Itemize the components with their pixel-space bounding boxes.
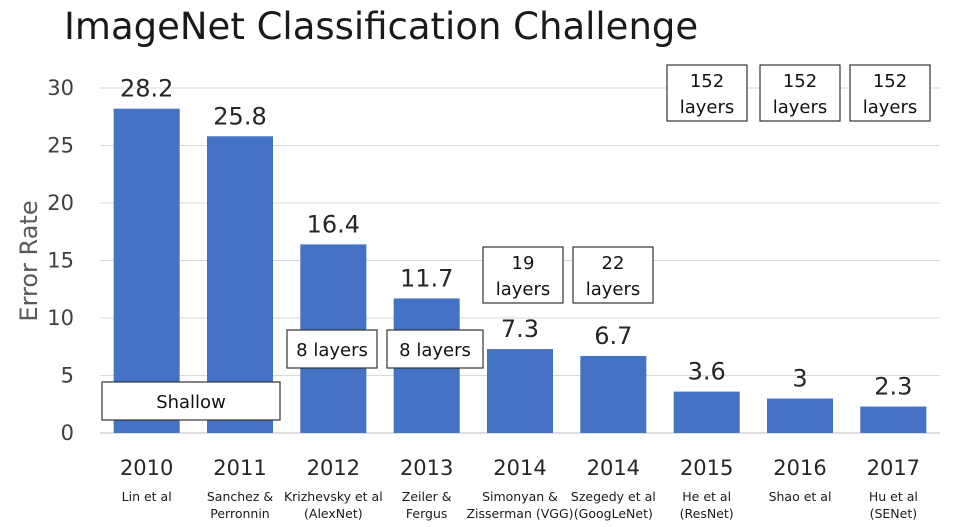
annotation-box: 8 layers: [286, 329, 378, 369]
chart-title: ImageNet Classification Challenge: [64, 5, 698, 48]
annotation-text: layers: [863, 97, 918, 118]
data-label: 7.3: [501, 315, 539, 343]
bar: [767, 398, 833, 433]
y-tick-label: 15: [47, 249, 74, 273]
data-label: 3: [792, 365, 807, 393]
data-label: 3.6: [688, 358, 726, 386]
x-tick-label: 2011: [213, 456, 266, 480]
x-tick-label: 2017: [867, 456, 920, 480]
annotation-text: layers: [680, 97, 735, 118]
annotation-frame: [482, 246, 564, 304]
x-sublabel: He et al: [682, 489, 731, 504]
x-tick-label: 2014: [587, 456, 640, 480]
annotation-frame: [849, 64, 931, 122]
annotation-frame: [386, 329, 484, 369]
value-labels: 28.2 25.8 16.4 11.7 7.3 6.7 3.6 3 2.3: [120, 75, 912, 401]
annotation-box: Shallow: [101, 381, 281, 421]
annotation-text: layers: [586, 279, 641, 300]
annotation-text: Shallow: [156, 392, 226, 413]
annotation-text: 19: [512, 253, 535, 274]
bar: [487, 349, 553, 433]
annotation-box: 19 layers: [482, 246, 564, 304]
data-label: 28.2: [120, 75, 173, 103]
x-tick-label: 2014: [493, 456, 546, 480]
annotation-text: layers: [496, 279, 551, 300]
annotation-box: 152 layers: [849, 64, 931, 122]
x-sublabel: Simonyan &: [482, 489, 558, 504]
x-tick-label: 2010: [120, 456, 173, 480]
x-axis-labels: 2010 Lin et al 2011 Sanchez & Perronnin 2012 K…: [120, 456, 920, 521]
x-sublabel: (ResNet): [680, 506, 734, 521]
y-axis-label: Error Rate: [15, 200, 43, 321]
x-sublabel: Zisserman (VGG): [466, 506, 573, 521]
x-tick-label: 2015: [680, 456, 733, 480]
x-sublabel: (AlexNet): [304, 506, 363, 521]
x-sublabel: Zeiler &: [402, 489, 452, 504]
x-sublabel: Szegedy et al: [571, 489, 656, 504]
annotation-text: layers: [773, 97, 828, 118]
annotation-frame: [101, 381, 281, 421]
x-sublabel: Shao et al: [769, 489, 832, 504]
x-sublabel: (GoogLeNet): [574, 506, 653, 521]
bar: [580, 355, 647, 433]
annotation-box: 152 layers: [666, 64, 748, 122]
x-tick-label: 2013: [400, 456, 453, 480]
bar: [860, 406, 927, 433]
x-tick-label: 2012: [307, 456, 360, 480]
annotation-frame: [666, 64, 748, 122]
x-sublabel: Krizhevsky et al: [284, 489, 383, 504]
x-sublabel: Lin et al: [122, 489, 172, 504]
y-tick-label: 5: [61, 364, 74, 388]
annotation-box: 8 layers: [386, 329, 484, 369]
annotation-frame: [286, 329, 378, 369]
annotation-text: 8 layers: [399, 340, 471, 361]
annotation-text: 152: [873, 71, 907, 92]
y-tick-label: 0: [61, 421, 74, 445]
annotation-box: 22 layers: [572, 246, 654, 304]
annotation-text: 152: [783, 71, 817, 92]
x-sublabel: (SENet): [870, 506, 918, 521]
x-tick-label: 2016: [773, 456, 826, 480]
data-label: 11.7: [400, 264, 453, 292]
y-tick-label: 30: [47, 76, 74, 100]
annotation-text: 152: [690, 71, 724, 92]
x-sublabel: Sanchez &: [207, 489, 274, 504]
x-sublabel: Hu et al: [869, 489, 918, 504]
data-label: 6.7: [594, 322, 632, 350]
bar: [673, 391, 740, 433]
y-tick-label: 25: [47, 134, 74, 158]
data-label: 25.8: [213, 102, 266, 130]
y-tick-label: 20: [47, 191, 74, 215]
annotation-text: 8 layers: [296, 340, 368, 361]
annotation-box: 152 layers: [759, 64, 841, 122]
bar: [113, 108, 180, 433]
annotation-frame: [572, 246, 654, 304]
x-sublabel: Perronnin: [210, 506, 269, 521]
annotation-text: 22: [602, 253, 625, 274]
x-sublabel: Fergus: [406, 506, 448, 521]
annotation-frame: [759, 64, 841, 122]
data-label: 16.4: [307, 210, 360, 238]
y-tick-label: 10: [47, 306, 74, 330]
data-label: 2.3: [874, 373, 912, 401]
